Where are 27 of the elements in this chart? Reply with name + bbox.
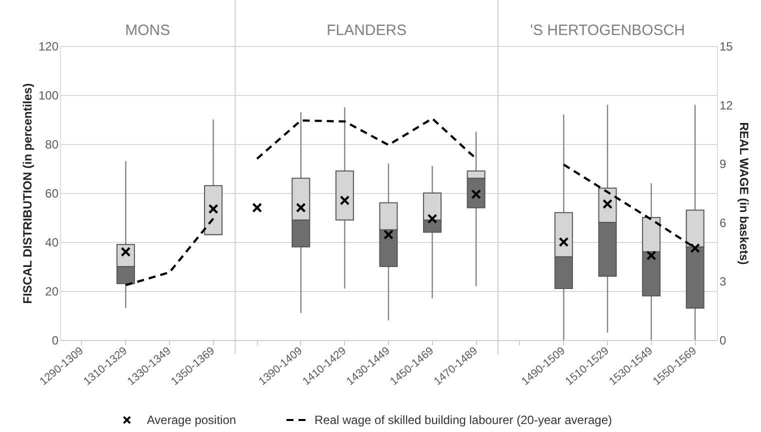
- legend-label: Real wage of skilled building labourer (20-year average): [314, 413, 612, 427]
- y2-tick-label: 12: [720, 98, 734, 112]
- y2-tick-label: 0: [720, 334, 726, 348]
- y-axis-title: FISCAL DISTRIBUTION (in percentiles): [20, 83, 34, 304]
- y2-tick-label: 15: [720, 40, 734, 54]
- point: [427, 214, 438, 224]
- y2-tick-label: 6: [720, 216, 726, 230]
- text: 'S HERTOGENBOSCH: [530, 22, 685, 39]
- point: [384, 230, 394, 240]
- y-tick-label: 120: [38, 40, 59, 54]
- y2-axis-title: REAL WAGE (in baskets): [736, 122, 751, 265]
- point: [296, 202, 306, 213]
- y-tick-label: 100: [38, 88, 59, 102]
- text: FLANDERS: [326, 22, 407, 39]
- y-tick-label: 0: [52, 334, 59, 348]
- y-tick-label: 20: [45, 284, 59, 298]
- point: [646, 250, 656, 260]
- y2-tick-label: 3: [720, 274, 726, 289]
- y-tick-label: 40: [45, 236, 59, 250]
- y-tick-label: 80: [45, 138, 59, 152]
- point: [340, 195, 350, 206]
- point: [208, 204, 218, 214]
- text: MONS: [125, 22, 170, 39]
- y-tick-label: 60: [45, 186, 59, 200]
- legend-label: Average position: [146, 413, 236, 427]
- point: [252, 202, 262, 213]
- y2-tick-label: 9: [720, 157, 726, 172]
